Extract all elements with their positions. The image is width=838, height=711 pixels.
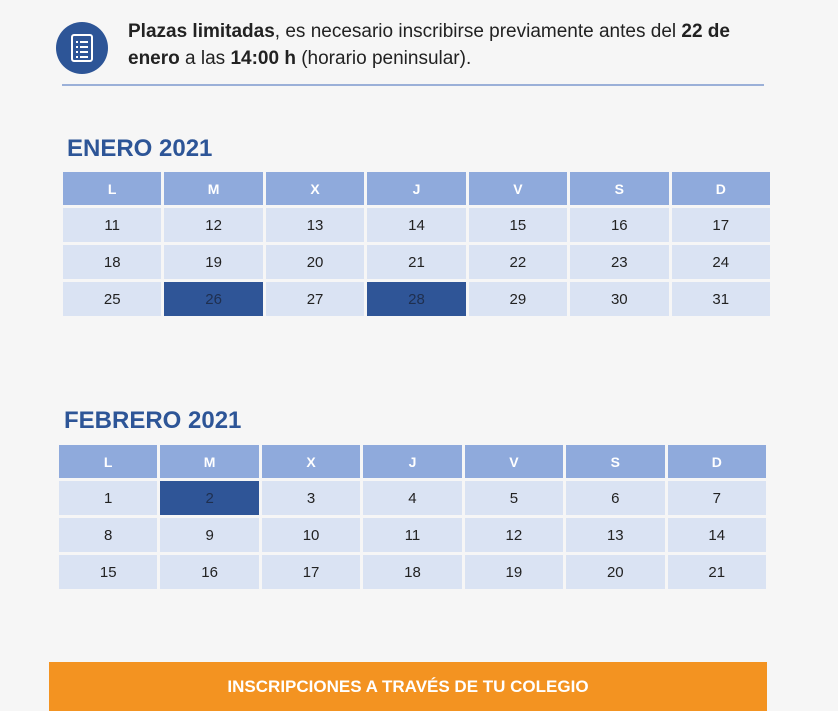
weekday-header: V (468, 172, 568, 205)
calendar-day: 6 (566, 481, 665, 515)
calendar-day: 22 (468, 245, 568, 279)
calendar-day: 18 (363, 555, 462, 589)
calendar-day: 21 (367, 245, 466, 279)
weekday-header: S (566, 445, 665, 478)
weekday-header: X (265, 172, 365, 205)
calendar-day-highlighted: 26 (164, 282, 263, 316)
calendar-week-row: 18 19 20 21 22 23 24 (63, 245, 770, 279)
notice-text-1: , es necesario inscribirse previamente a… (274, 21, 682, 42)
calendar-day: 12 (464, 518, 564, 552)
notice-bold-time: 14:00 h (230, 48, 296, 69)
month-title-febrero: FEBRERO 2021 (64, 407, 242, 434)
calendar-day: 14 (367, 208, 466, 242)
calendar-day: 9 (160, 518, 259, 552)
calendar-day: 12 (164, 208, 263, 242)
notice-bold-start: Plazas limitadas (128, 21, 275, 42)
registration-notice: Plazas limitadas, es necesario inscribir… (56, 18, 764, 84)
calendar-week-row: 15 16 17 18 19 20 21 (59, 555, 766, 589)
calendar-day: 3 (261, 481, 361, 515)
calendar-day: 15 (468, 208, 568, 242)
calendar-day: 11 (63, 208, 162, 242)
list-document-icon (56, 22, 108, 74)
notice-bold-date: 22 de enero (128, 21, 730, 69)
calendar-week-row: 8 9 10 11 12 13 14 (59, 518, 766, 552)
calendar-day: 7 (667, 481, 766, 515)
calendar-day: 8 (59, 518, 158, 552)
calendar-day: 16 (570, 208, 669, 242)
calendar-week-row: 11 12 13 14 15 16 17 (63, 208, 770, 242)
weekday-header: J (363, 445, 462, 478)
calendar-day: 5 (464, 481, 564, 515)
weekday-header: D (671, 172, 770, 205)
calendar-day: 17 (671, 208, 770, 242)
weekday-header: J (367, 172, 466, 205)
notice-text-2: a las (179, 48, 231, 69)
calendar-day: 21 (667, 555, 766, 589)
weekday-header: X (261, 445, 361, 478)
calendar-day: 14 (667, 518, 766, 552)
weekday-header: S (570, 172, 669, 205)
calendar-day: 24 (671, 245, 770, 279)
weekday-header: M (160, 445, 259, 478)
calendar-day: 4 (363, 481, 462, 515)
calendar-day-highlighted: 2 (160, 481, 259, 515)
calendar-day: 20 (265, 245, 365, 279)
calendar-day: 13 (566, 518, 665, 552)
weekday-header: L (59, 445, 158, 478)
calendar-day: 19 (464, 555, 564, 589)
calendar-day: 19 (164, 245, 263, 279)
calendar-day: 30 (570, 282, 669, 316)
calendar-day: 31 (671, 282, 770, 316)
calendar-day: 25 (63, 282, 162, 316)
calendar-day: 17 (261, 555, 361, 589)
calendar-day: 27 (265, 282, 365, 316)
calendar-enero: L M X J V S D 11 12 13 14 15 16 17 18 19 20 21 22 23 24 25 26 2… (60, 169, 773, 319)
calendar-day: 11 (363, 518, 462, 552)
weekday-header: L (63, 172, 162, 205)
calendar-day-highlighted: 28 (367, 282, 466, 316)
calendar-day: 29 (468, 282, 568, 316)
weekday-header: V (464, 445, 564, 478)
notice-text-3: (horario peninsular). (295, 48, 472, 69)
calendar-day: 16 (160, 555, 259, 589)
calendar-day: 23 (570, 245, 669, 279)
section-divider (62, 84, 764, 86)
registration-banner: INSCRIPCIONES A TRAVÉS DE TU COLEGIO (49, 662, 767, 711)
calendar-day: 13 (265, 208, 365, 242)
calendar-day: 20 (566, 555, 665, 589)
month-title-enero: ENERO 2021 (67, 135, 213, 162)
calendar-febrero: L M X J V S D 1 2 3 4 5 6 7 8 9 10 11 12 13 14 15 16 17 18 19 20 21 (56, 442, 769, 592)
weekday-header: M (164, 172, 263, 205)
notice-text: Plazas limitadas, es necesario inscribir… (128, 18, 764, 72)
calendar-day: 18 (63, 245, 162, 279)
calendar-day: 10 (261, 518, 361, 552)
weekday-header: D (667, 445, 766, 478)
calendar-week-row: 25 26 27 28 29 30 31 (63, 282, 770, 316)
calendar-day: 1 (59, 481, 158, 515)
registration-banner-label: INSCRIPCIONES A TRAVÉS DE TU COLEGIO (227, 676, 589, 696)
calendar-day: 15 (59, 555, 158, 589)
